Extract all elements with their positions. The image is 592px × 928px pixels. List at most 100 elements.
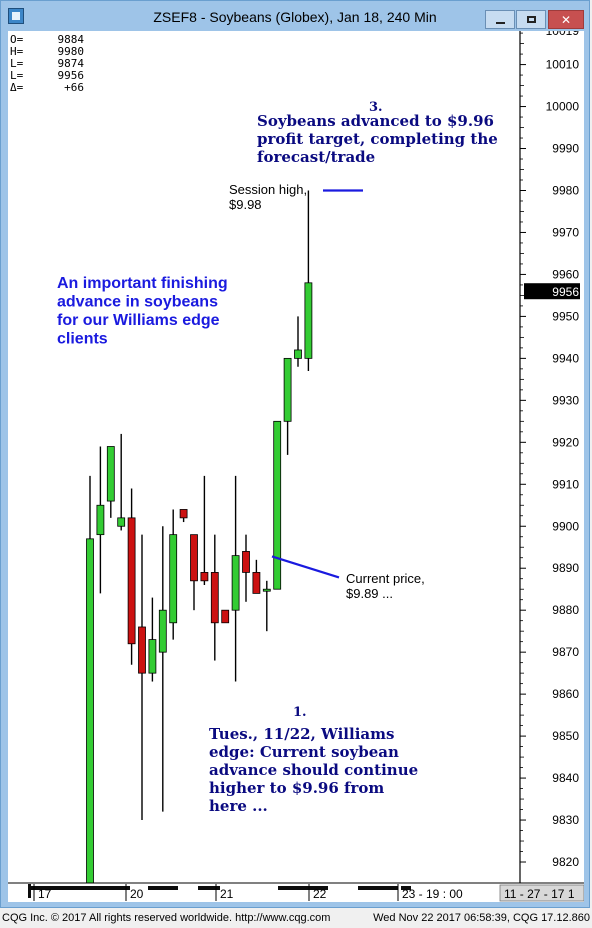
note1-line: Tues., 11/22, Williams: [209, 725, 394, 743]
candle-down: [138, 626, 146, 674]
title-bar[interactable]: ZSEF8 - Soybeans (Globex), Jan 18, 240 M…: [1, 1, 589, 31]
price-tick-label: 9860: [552, 687, 579, 701]
time-right-box: [499, 884, 584, 902]
quote-label: L=: [10, 69, 24, 82]
maximize-button[interactable]: [516, 10, 546, 29]
close-button[interactable]: ✕: [548, 10, 584, 29]
time-label: 21: [220, 887, 234, 901]
current-price-label: $9.89 ...: [346, 586, 393, 601]
quote-label: O=: [10, 33, 24, 46]
price-tick-label: 9890: [552, 561, 579, 575]
note1-line: higher to $9.96 from: [209, 779, 384, 797]
chart-app-icon: [8, 8, 24, 24]
price-tick-label: 9830: [552, 813, 579, 827]
session-bar: [358, 886, 398, 890]
important-note-line: clients: [57, 331, 108, 348]
quote-label: L=: [10, 57, 24, 70]
price-tick-label: 9880: [552, 603, 579, 617]
time-axis-background: [8, 883, 584, 902]
session-bar: [90, 886, 130, 890]
quote-value: 9980: [57, 45, 85, 58]
minimize-icon: [495, 21, 505, 24]
maximize-icon: [526, 16, 536, 23]
session-bar: [401, 886, 411, 890]
window-title: ZSEF8 - Soybeans (Globex), Jan 18, 240 M…: [153, 9, 437, 25]
candle-up: [304, 282, 313, 359]
price-tick-label: 10010: [546, 58, 580, 72]
session-bar: [278, 886, 308, 890]
price-tick-label-top: 10019: [546, 31, 580, 38]
candle-down: [200, 572, 209, 582]
price-tick-label: 9910: [552, 477, 579, 491]
candle-up: [262, 588, 271, 592]
chart-area[interactable]: 9820 9830 9840 9850 9860 9870 9880 9890 9900 9910…: [8, 31, 584, 902]
candle-up: [283, 357, 292, 422]
time-label: 17: [38, 887, 52, 901]
note3-number: 3.: [369, 100, 383, 115]
quote-value: 9956: [57, 69, 85, 82]
candle-down: [242, 551, 250, 573]
note1-line: here ...: [209, 797, 268, 815]
important-note-line: An important finishing: [57, 275, 228, 292]
candle-down: [190, 534, 198, 582]
quote-value: +66: [64, 81, 84, 94]
note1-line: advance should continue: [209, 761, 418, 779]
session-bar: [308, 886, 328, 890]
candle-down: [179, 509, 188, 519]
candle-up: [231, 555, 240, 611]
time-right-label: 11 - 27 - 17 1: [504, 887, 575, 901]
candle-up: [273, 420, 282, 590]
candle-down: [127, 517, 136, 645]
candle-up: [106, 446, 115, 502]
candle-up: [117, 517, 126, 527]
important-note-line: advance in soybeans: [57, 294, 218, 311]
session-bar: [148, 886, 178, 890]
quote-value: 9884: [57, 33, 85, 46]
candle-down: [252, 572, 261, 594]
price-tick-label: 9870: [552, 645, 579, 659]
time-label: 23 - 19 : 00: [402, 887, 463, 901]
close-icon: ✕: [560, 12, 572, 27]
note3-line: Soybeans advanced to $9.96: [257, 112, 494, 130]
candle-up: [158, 609, 167, 653]
price-tick-label: 9930: [552, 393, 579, 407]
price-tick-label: 9820: [552, 855, 579, 869]
candle-down: [221, 609, 230, 624]
price-tick-label: 9920: [552, 435, 579, 449]
time-label: 20: [130, 887, 144, 901]
current-price-line: [271, 555, 340, 579]
candle-up: [96, 504, 105, 536]
price-tick-label: 9980: [552, 183, 579, 197]
price-tick-label: 9900: [552, 519, 579, 533]
note1-number: 1.: [293, 705, 307, 720]
candle-down: [210, 572, 219, 624]
footer-timestamp: Wed Nov 22 2017 06:58:39, CQG 17.12.860: [373, 912, 590, 924]
current-price-label: Current price,: [346, 571, 425, 586]
minimize-button[interactable]: [485, 10, 515, 29]
candle-up: [294, 349, 302, 359]
note1-line: edge: Current soybean: [209, 743, 399, 761]
quote-label: Δ=: [10, 81, 24, 94]
session-bar: [198, 886, 220, 890]
note3-line: profit target, completing the: [257, 130, 498, 148]
candle-up: [86, 538, 94, 884]
session-bar: [28, 884, 31, 898]
price-tick-label: 9940: [552, 351, 579, 365]
price-tick-label: 9840: [552, 771, 579, 785]
session-high-label: Session high,: [229, 182, 307, 197]
price-tick-label: 9970: [552, 225, 579, 239]
price-tick-label: 9990: [552, 142, 579, 156]
quote-value: 9874: [57, 57, 85, 70]
price-tick-label: 10000: [546, 100, 580, 114]
quote-label: H=: [10, 45, 24, 58]
footer-copyright: CQG Inc. © 2017 All rights reserved worl…: [2, 912, 331, 924]
candle-up: [148, 639, 157, 674]
price-tick-label: 9850: [552, 729, 579, 743]
last-price-tag: [524, 283, 580, 300]
session-high-label: $9.98: [229, 197, 262, 212]
candle-up: [169, 534, 178, 624]
time-label: 22: [313, 887, 327, 901]
note3-line: forecast/trade: [257, 148, 375, 166]
price-chart: 9820 9830 9840 9850 9860 9870 9880 9890 9900 9910…: [8, 31, 584, 902]
price-tick-label: 9960: [552, 267, 579, 281]
